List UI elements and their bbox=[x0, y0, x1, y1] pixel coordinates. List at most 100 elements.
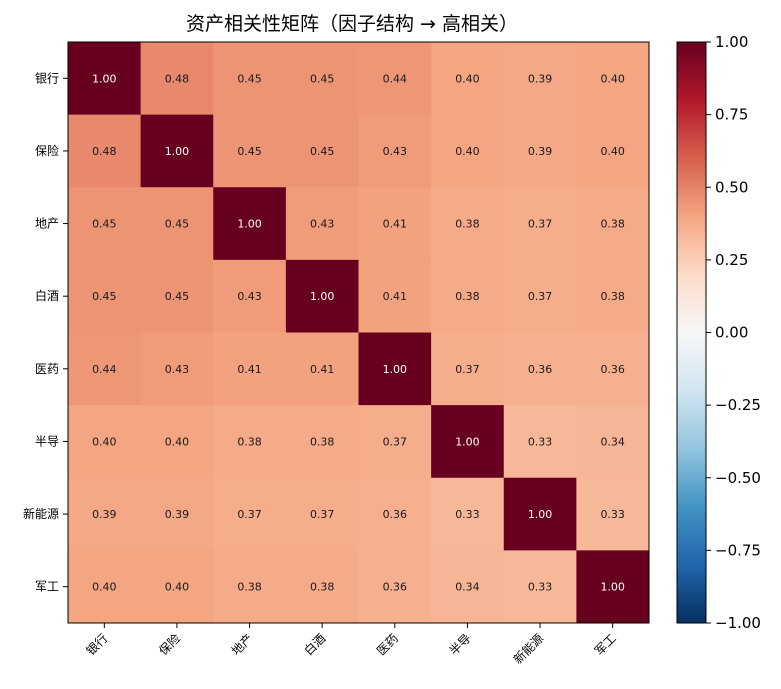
cell-value-label: 0.48 bbox=[92, 145, 117, 158]
heatmap-cell bbox=[431, 187, 505, 261]
heatmap-cell bbox=[68, 405, 142, 479]
heatmap-cell bbox=[68, 42, 142, 116]
colorbar-tick-label: 0.75 bbox=[715, 106, 748, 124]
heatmap-cell bbox=[213, 550, 287, 624]
heatmap-cell bbox=[68, 550, 142, 624]
cell-value-label: 0.44 bbox=[92, 363, 117, 376]
cell-value-label: 0.39 bbox=[165, 508, 190, 521]
heatmap-cell bbox=[213, 114, 287, 188]
cell-value-label: 0.41 bbox=[310, 363, 335, 376]
cell-value-label: 0.34 bbox=[600, 435, 625, 448]
x-tick-label: 保险 bbox=[155, 631, 183, 659]
plot-frame bbox=[67, 41, 650, 624]
heatmap-cell bbox=[503, 332, 577, 406]
x-axis-ticks: 银行 保险 地产 白酒 医药 半导 新能源 军工 bbox=[84, 623, 619, 667]
heatmap-cell bbox=[576, 550, 650, 624]
heatmap-cell bbox=[358, 332, 432, 406]
y-tick-label: 半导 bbox=[35, 434, 59, 448]
cell-value-label: 0.36 bbox=[600, 363, 625, 376]
cell-value-label: 0.33 bbox=[528, 581, 553, 594]
heatmap-cell bbox=[213, 332, 287, 406]
cell-value-label: 0.43 bbox=[383, 145, 408, 158]
cell-value-label: 0.38 bbox=[310, 581, 335, 594]
cell-value-label: 0.38 bbox=[600, 218, 625, 231]
heatmap-cell bbox=[68, 332, 142, 406]
cell-value-label: 0.37 bbox=[455, 363, 480, 376]
heatmap-cell bbox=[576, 42, 650, 116]
y-tick-label: 医药 bbox=[35, 362, 59, 376]
cell-value-label: 0.45 bbox=[92, 218, 117, 231]
heatmap-cells bbox=[68, 42, 650, 624]
y-tick-label: 白酒 bbox=[35, 288, 59, 303]
heatmap-cell bbox=[503, 405, 577, 479]
heatmap-cell bbox=[140, 42, 214, 116]
heatmap-cell bbox=[576, 477, 650, 551]
heatmap-cell bbox=[431, 114, 505, 188]
heatmap-cell bbox=[285, 42, 359, 116]
cell-value-label: 0.37 bbox=[528, 218, 553, 231]
cell-value-label: 0.39 bbox=[92, 508, 117, 521]
heatmap-cell bbox=[576, 259, 650, 333]
cell-value-label: 0.37 bbox=[383, 435, 408, 448]
cell-value-label: 0.36 bbox=[383, 508, 408, 521]
cell-value-label: 0.41 bbox=[383, 218, 408, 231]
cell-value-label: 0.33 bbox=[528, 435, 553, 448]
colorbar-tick-label: −0.25 bbox=[715, 396, 761, 414]
heatmap-cell bbox=[285, 332, 359, 406]
heatmap-cell-labels: 1.00 0.48 0.45 0.45 0.44 0.40 0.39 0.40 0.48 1.00… bbox=[92, 72, 625, 593]
heatmap-cell bbox=[358, 405, 432, 479]
x-tick-label: 银行 bbox=[84, 631, 111, 658]
cell-value-label: 0.43 bbox=[310, 218, 335, 231]
heatmap-cell bbox=[503, 550, 577, 624]
heatmap-cell bbox=[358, 477, 432, 551]
heatmap-cell bbox=[213, 405, 287, 479]
heatmap-cell bbox=[431, 42, 505, 116]
heatmap-cell bbox=[140, 259, 214, 333]
cell-value-label: 0.34 bbox=[455, 581, 480, 594]
cell-value-label: 0.38 bbox=[455, 290, 480, 303]
heatmap-cell bbox=[140, 477, 214, 551]
heatmap-cell bbox=[431, 550, 505, 624]
cell-value-label: 0.38 bbox=[455, 218, 480, 231]
cell-value-label: 0.37 bbox=[310, 508, 335, 521]
cell-value-label: 1.00 bbox=[383, 363, 408, 376]
cell-value-label: 0.40 bbox=[455, 145, 480, 158]
heatmap-cell bbox=[285, 550, 359, 624]
heatmap-cell bbox=[576, 187, 650, 261]
y-tick-label: 地产 bbox=[35, 217, 59, 231]
chart-title: 资产相关性矩阵（因子结构 → 高相关） bbox=[186, 13, 518, 35]
heatmap-cell bbox=[68, 259, 142, 333]
heatmap-cell bbox=[140, 405, 214, 479]
cell-value-label: 0.40 bbox=[92, 435, 117, 448]
heatmap-cell bbox=[358, 42, 432, 116]
heatmap-cell bbox=[285, 477, 359, 551]
y-tick-label: 新能源 bbox=[23, 506, 59, 521]
cell-value-label: 1.00 bbox=[455, 435, 480, 448]
colorbar-tick-label: −0.75 bbox=[715, 541, 761, 559]
cell-value-label: 0.39 bbox=[528, 72, 553, 85]
heatmap-cell bbox=[431, 332, 505, 406]
cell-value-label: 0.40 bbox=[165, 435, 190, 448]
heatmap-cell bbox=[140, 114, 214, 188]
x-tick-label: 新能源 bbox=[510, 631, 546, 667]
heatmap-cell bbox=[140, 550, 214, 624]
cell-value-label: 0.44 bbox=[383, 72, 408, 85]
cell-value-label: 0.45 bbox=[237, 145, 262, 158]
cell-value-label: 0.41 bbox=[237, 363, 262, 376]
heatmap-cell bbox=[576, 114, 650, 188]
heatmap-cell bbox=[358, 114, 432, 188]
cell-value-label: 0.33 bbox=[455, 508, 480, 521]
cell-value-label: 0.38 bbox=[237, 581, 262, 594]
heatmap-cell bbox=[503, 187, 577, 261]
heatmap-cell bbox=[431, 405, 505, 479]
heatmap-cell bbox=[431, 259, 505, 333]
heatmap-cell bbox=[68, 114, 142, 188]
cell-value-label: 0.36 bbox=[383, 581, 408, 594]
cell-value-label: 0.36 bbox=[528, 363, 553, 376]
cell-value-label: 0.43 bbox=[237, 290, 262, 303]
heatmap-cell bbox=[285, 114, 359, 188]
cell-value-label: 0.40 bbox=[600, 72, 625, 85]
heatmap-cell bbox=[140, 187, 214, 261]
